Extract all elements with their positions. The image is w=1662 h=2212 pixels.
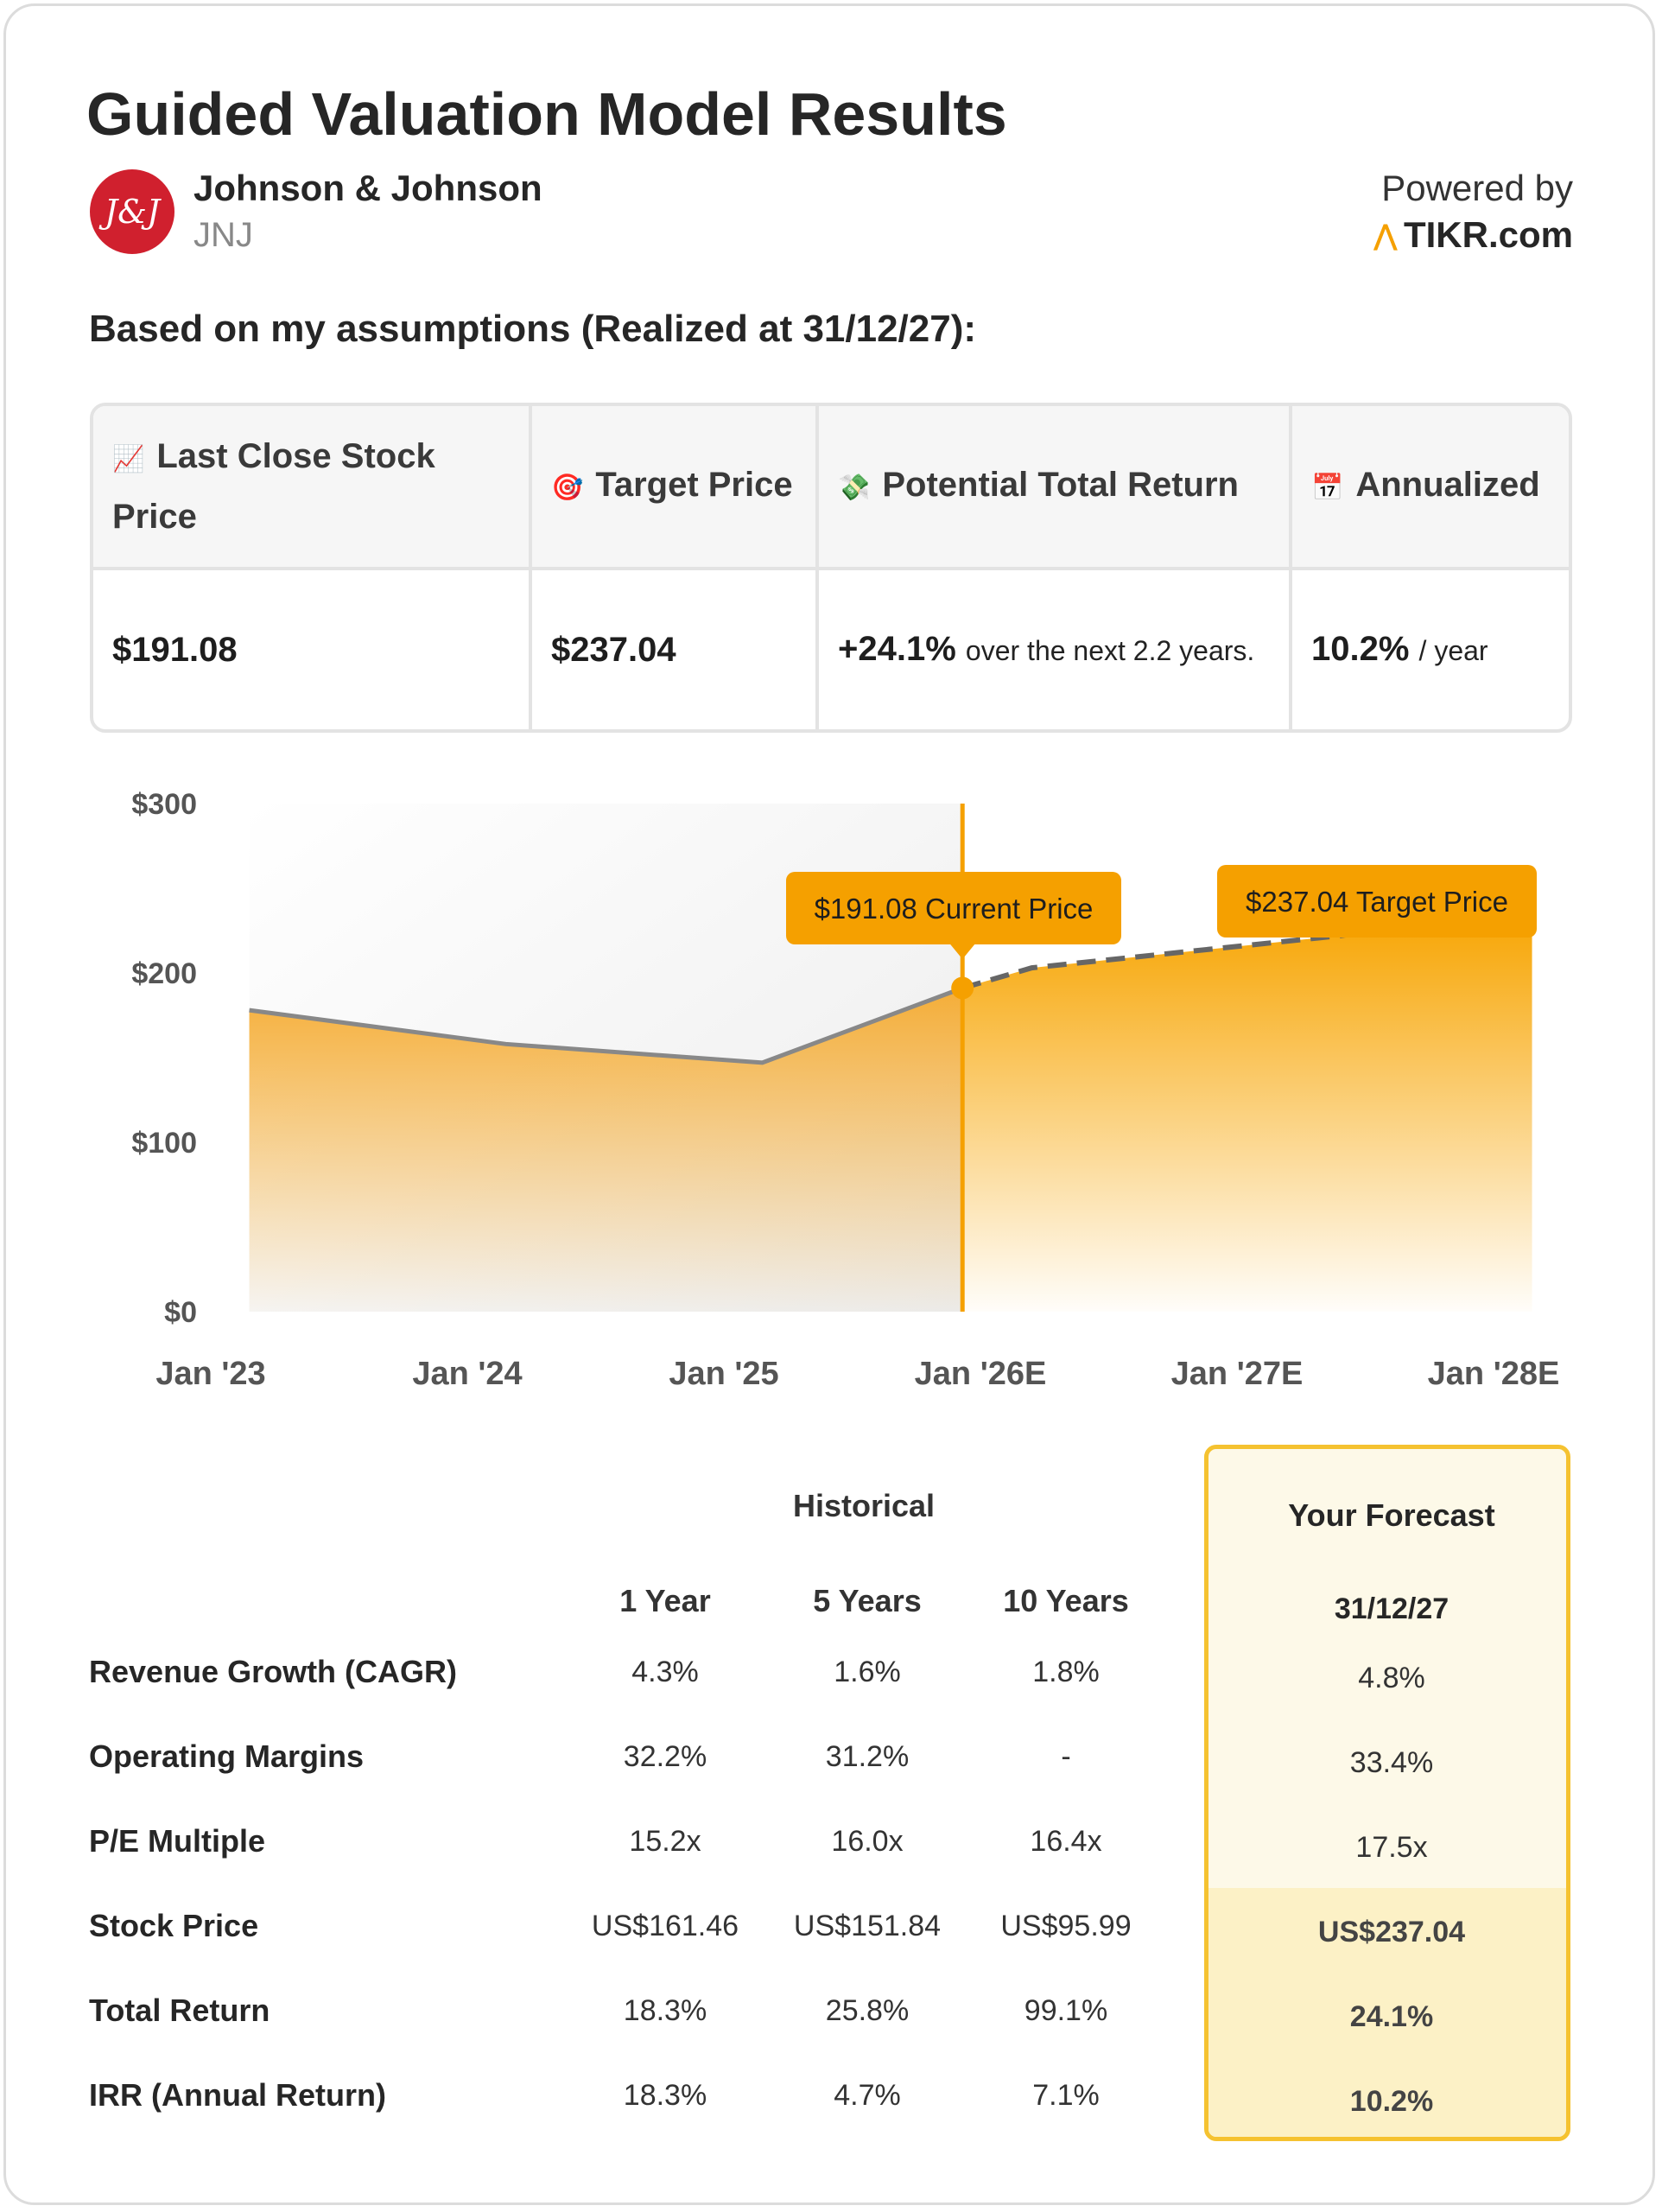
col-10-years: 10 Years <box>1003 1583 1129 1618</box>
forecast-panel: Your Forecast 31/12/27 4.8% 33.4% 17.5x … <box>1204 1445 1570 2141</box>
cell-stock-price-2: US$95.99 <box>1000 1910 1132 1942</box>
price-chart: $0 $100 $200 $300 Jan '23 Jan '24 Jan '25 Jan '… <box>131 788 1560 1392</box>
assumptions-heading: Based on my assumptions (Realized at 31/… <box>89 308 977 350</box>
current-price-callout-pointer <box>950 944 975 959</box>
tikr-brand[interactable]: ⋀ TIKR.com <box>1374 214 1573 256</box>
historical-price-line <box>249 986 964 1065</box>
forecast-irr: 10.2% <box>1349 2085 1434 2118</box>
cell-irr-1: 4.7% <box>834 2079 901 2112</box>
page-title: Guided Valuation Model Results <box>86 80 1007 148</box>
target-price-callout-label: $237.04 Target Price <box>1246 886 1508 918</box>
forecast-date: 31/12/27 <box>1334 1592 1449 1625</box>
last-close-value: $191.08 <box>93 570 532 729</box>
target-price-callout-box <box>1217 865 1537 938</box>
summary-header-return: 💸 Potential Total Return <box>819 406 1292 570</box>
ticker-symbol: JNJ <box>193 216 253 254</box>
cell-stock-price-1: US$151.84 <box>793 1910 942 1942</box>
row-label-total-return: Total Return <box>89 1993 270 2028</box>
current-price-point <box>951 976 974 1000</box>
cell-operating-margins-0: 32.2% <box>623 1740 707 1773</box>
company-name: Johnson & Johnson <box>193 168 542 208</box>
forecast-stock-price: US$237.04 <box>1317 1916 1466 1948</box>
cell-stock-price-0: US$161.46 <box>591 1910 739 1942</box>
total-return-value: +24.1% over the next 2.2 years. <box>819 570 1292 729</box>
cell-revenue-growth-0: 4.3% <box>631 1656 699 1688</box>
y-tick-label: $100 <box>131 1127 197 1160</box>
summary-header-target: 🎯 Target Price <box>532 406 819 570</box>
cell-total-return-1: 25.8% <box>825 1994 910 2027</box>
cell-operating-margins-2: - <box>1061 1740 1071 1773</box>
cell-total-return-0: 18.3% <box>623 1994 707 2027</box>
forecast-revenue-growth: 4.8% <box>1358 1662 1425 1694</box>
x-tick-label: Jan '25 <box>669 1356 778 1392</box>
current-price-callout-label: $191.08 Current Price <box>815 893 1094 925</box>
forecast-highlight <box>1208 1888 1566 2137</box>
cell-pe-multiple-2: 16.4x <box>1030 1825 1102 1858</box>
row-label-revenue-growth: Revenue Growth (CAGR) <box>89 1654 458 1689</box>
cell-revenue-growth-1: 1.6% <box>834 1656 901 1688</box>
summary-header-last-close: 📈 Last Close Stock Price <box>93 406 532 570</box>
forecast-pe-multiple: 17.5x <box>1355 1831 1428 1864</box>
forecast-total-return: 24.1% <box>1349 2000 1434 2033</box>
company-logo: J&J <box>90 169 174 254</box>
x-tick-label: Jan '24 <box>412 1356 522 1392</box>
money-icon: 💸 <box>838 474 871 502</box>
current-price-callout-box <box>786 872 1121 944</box>
tikr-logo-icon: ⋀ <box>1373 219 1397 251</box>
cell-total-return-2: 99.1% <box>1024 1994 1108 2027</box>
row-label-stock-price: Stock Price <box>89 1908 259 1943</box>
y-tick-label: $0 <box>164 1296 197 1329</box>
y-tick-label: $200 <box>131 957 197 990</box>
col-5-years: 5 Years <box>813 1583 922 1618</box>
chart-up-icon: 📈 <box>112 445 145 474</box>
row-label-operating-margins: Operating Margins <box>89 1738 365 1774</box>
summary-header-annualized: 📅 Annualized <box>1292 406 1569 570</box>
x-tick-label: Jan '23 <box>155 1356 265 1392</box>
col-1-year: 1 Year <box>619 1583 711 1618</box>
target-icon: 🎯 <box>551 474 584 502</box>
cell-irr-0: 18.3% <box>623 2079 707 2112</box>
historical-header: Historical <box>792 1488 936 1523</box>
row-label-pe-multiple: P/E Multiple <box>89 1823 266 1859</box>
tikr-brand-text: TIKR.com <box>1403 214 1573 255</box>
x-tick-label: Jan '26E <box>915 1356 1047 1392</box>
x-tick-label: Jan '27E <box>1171 1356 1304 1392</box>
cell-pe-multiple-1: 16.0x <box>831 1825 904 1858</box>
target-price-value: $237.04 <box>532 570 819 729</box>
calendar-icon: 📅 <box>1311 474 1344 502</box>
powered-by-label: Powered by <box>1381 168 1573 208</box>
forecast-area <box>962 910 1532 1312</box>
annualized-value: 10.2% / year <box>1311 630 1488 668</box>
row-label-irr: IRR (Annual Return) <box>89 2077 386 2113</box>
cell-operating-margins-1: 31.2% <box>825 1740 910 1773</box>
cell-pe-multiple-0: 15.2x <box>629 1825 701 1858</box>
cell-irr-2: 7.1% <box>1032 2079 1100 2112</box>
cell-revenue-growth-2: 1.8% <box>1032 1656 1100 1688</box>
y-tick-label: $300 <box>131 788 197 821</box>
forecast-header: Your Forecast <box>1288 1497 1495 1533</box>
summary-table: 📈 Last Close Stock Price 🎯 Target Price 💸 P… <box>90 403 1572 733</box>
forecast-operating-margins: 33.4% <box>1349 1746 1434 1779</box>
historical-area <box>249 988 963 1312</box>
x-tick-label: Jan '28E <box>1428 1356 1560 1392</box>
